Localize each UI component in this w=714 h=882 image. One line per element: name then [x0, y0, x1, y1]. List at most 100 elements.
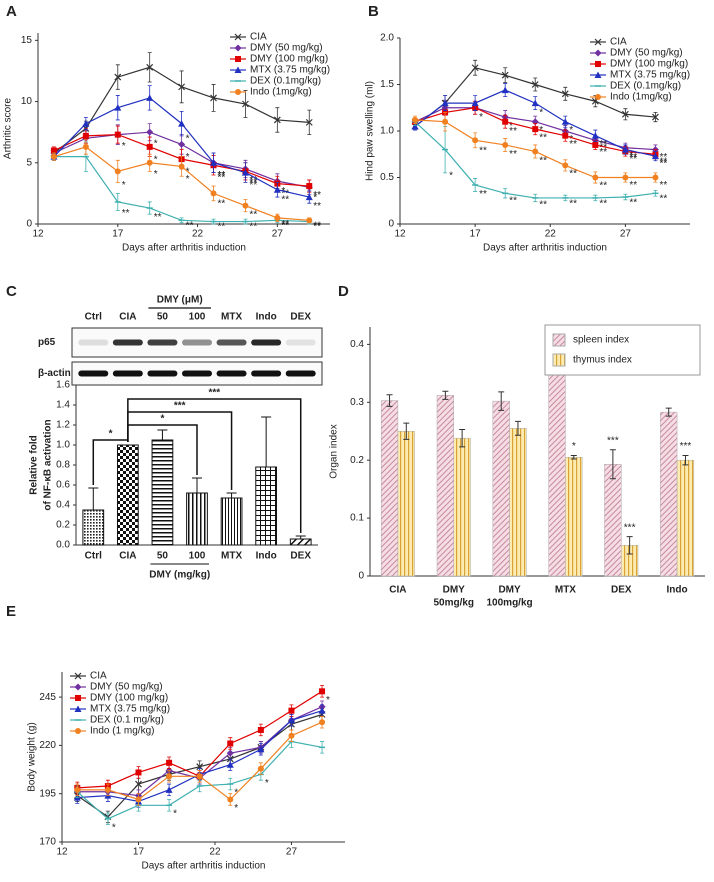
bar — [289, 538, 312, 546]
significance: * — [186, 133, 190, 144]
legend-label: MTX (3.75 mg/kg) — [90, 704, 170, 715]
marker — [114, 73, 122, 81]
y-tick-label: 220 — [39, 740, 56, 751]
marker — [531, 81, 539, 88]
significance: * — [326, 695, 330, 706]
bar — [151, 439, 174, 546]
legend-label: spleen index — [573, 335, 629, 346]
marker — [306, 217, 313, 224]
significance: ** — [249, 209, 257, 220]
marker — [226, 761, 234, 768]
significance: ** — [539, 156, 547, 167]
x-tick-label: 50mg/kg — [433, 598, 474, 609]
marker — [242, 202, 249, 209]
error-bar — [386, 394, 393, 407]
x-tick-label: 12 — [56, 847, 68, 858]
marker — [178, 83, 186, 91]
x-tick-label: CIA — [389, 585, 406, 596]
marker — [273, 116, 281, 124]
marker — [74, 786, 81, 793]
legend-label: MTX (3.75 mg/kg) — [250, 65, 330, 76]
legend-label: CIA — [610, 37, 627, 48]
x-tick-label: 12 — [394, 229, 406, 240]
significance: ** — [659, 194, 667, 205]
comparison-label: *** — [208, 388, 220, 399]
y-tick-label: 0.1 — [350, 513, 364, 524]
lane-label: MTX — [221, 312, 242, 323]
marker — [652, 174, 659, 181]
marker — [234, 44, 242, 52]
x-tick-label: 22 — [209, 847, 221, 858]
marker — [532, 148, 539, 155]
legend-label: Indo (1 mg/kg) — [90, 726, 154, 737]
significance: ** — [659, 180, 667, 191]
significance: * — [479, 112, 483, 123]
marker — [146, 143, 153, 150]
significance: ** — [629, 180, 637, 191]
marker — [531, 99, 539, 107]
comparison-label: * — [109, 429, 113, 440]
y-tick-label: 0.0 — [56, 540, 70, 551]
bar — [492, 400, 510, 577]
bar — [660, 411, 678, 577]
lane-label: CIA — [119, 312, 136, 323]
significance: ** — [509, 196, 517, 207]
marker — [592, 174, 599, 181]
y-tick-label: 0.3 — [350, 397, 364, 408]
y-tick-label: 0.4 — [350, 339, 364, 350]
marker — [234, 33, 242, 41]
marker — [210, 94, 217, 102]
x-tick-label: 100mg/kg — [487, 598, 533, 609]
error-bar — [514, 420, 521, 436]
panel-label: E — [6, 603, 16, 620]
marker — [166, 759, 173, 766]
y-tick-label: 0 — [26, 219, 32, 230]
legend-label: DEX (0.1mg/kg) — [610, 81, 681, 92]
legend-label: Indo (1mg/kg) — [250, 87, 312, 98]
marker — [411, 122, 419, 130]
marker — [146, 159, 153, 166]
legend-label: MTX (3.75 mg/kg) — [610, 70, 690, 81]
y-tick-label: 1.2 — [56, 420, 70, 431]
legend-label: DMY (100 mg/kg) — [90, 693, 168, 704]
legend-label: CIA — [90, 671, 107, 682]
bar — [380, 400, 399, 577]
panel-label: B — [368, 3, 379, 20]
bar — [255, 466, 278, 546]
marker — [621, 110, 629, 118]
comparison-label: * — [160, 414, 164, 425]
panel-label: D — [338, 283, 349, 300]
x-tick-label: DMY — [498, 585, 521, 596]
marker — [50, 147, 57, 154]
marker — [274, 214, 281, 221]
x-tick-label: Indo — [256, 551, 277, 562]
marker — [621, 146, 629, 153]
y-tick-label: 170 — [39, 837, 56, 848]
significance: ** — [509, 126, 517, 137]
marker — [114, 168, 121, 175]
marker — [146, 128, 154, 136]
bar — [397, 430, 415, 577]
significance: ** — [569, 139, 577, 150]
significance: * — [173, 809, 177, 820]
blot-band — [285, 339, 316, 346]
marker — [146, 94, 154, 101]
significance: * — [449, 170, 453, 181]
significance: * — [122, 180, 126, 191]
y-axis-label: Body weight (g) — [27, 722, 38, 791]
error-bar — [442, 390, 449, 400]
significance: ** — [218, 198, 226, 209]
marker — [165, 786, 173, 793]
y-tick-label: 0.2 — [56, 520, 70, 531]
significance: ** — [281, 189, 289, 200]
significance: * — [122, 141, 126, 152]
marker — [210, 190, 217, 197]
marker — [75, 728, 81, 734]
marker — [50, 153, 57, 160]
bar — [82, 509, 105, 546]
marker — [319, 688, 326, 695]
marker — [288, 707, 295, 714]
marker — [75, 695, 81, 701]
legend-label: DMY (100 mg/kg) — [250, 54, 328, 65]
y-tick-label: 10 — [21, 96, 33, 107]
